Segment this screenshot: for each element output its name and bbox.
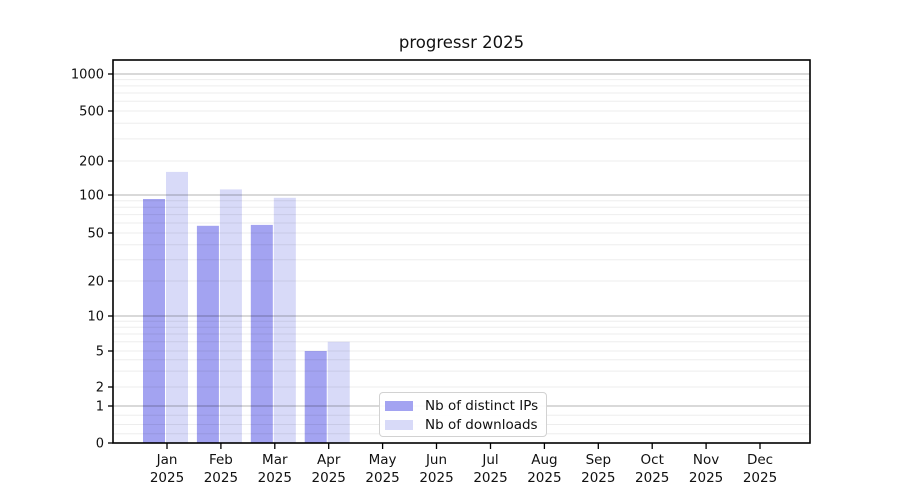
x-tick-label-month: Dec: [747, 452, 773, 468]
y-tick-label: 1000: [71, 68, 104, 83]
x-tick-label-year: 2025: [204, 470, 238, 486]
y-tick-label: 500: [79, 105, 104, 120]
x-tick-label-year: 2025: [473, 470, 507, 486]
x-tick-label-month: Jan: [156, 452, 178, 468]
x-tick-label-month: Oct: [641, 452, 664, 468]
bar-downloads-jan: [166, 171, 188, 443]
x-tick-label-year: 2025: [150, 470, 184, 486]
legend-label-downloads: Nb of downloads: [425, 417, 538, 433]
x-tick-label-month: Jun: [425, 452, 447, 468]
bar-distinct-ips-mar: [250, 224, 273, 443]
y-tick-label: 50: [87, 227, 104, 242]
bar-downloads-mar: [273, 197, 296, 443]
x-tick-label-month: Nov: [693, 452, 719, 468]
x-tick-label-year: 2025: [581, 470, 615, 486]
legend: Nb of distinct IPs Nb of downloads: [379, 392, 547, 437]
x-tick-label-year: 2025: [743, 470, 777, 486]
chart-title: progressr 2025: [398, 33, 525, 52]
y-tick-label: 200: [79, 155, 104, 170]
y-tick-label: 20: [87, 275, 104, 290]
x-tick-label-year: 2025: [635, 470, 669, 486]
x-tick-label-month: Aug: [531, 452, 557, 468]
bar-distinct-ips-jan: [143, 199, 165, 443]
legend-swatch-distinct-ips: [385, 401, 413, 411]
plot-border: [112, 59, 811, 444]
x-tick-label-year: 2025: [527, 470, 561, 486]
x-tick-label-month: Feb: [209, 452, 233, 468]
y-tick-label: 10: [87, 310, 104, 325]
y-tick-label: 0: [96, 437, 104, 452]
y-tick-label: 5: [96, 345, 104, 360]
x-tick-label-month: Apr: [317, 452, 341, 468]
x-tick-label-year: 2025: [312, 470, 346, 486]
legend-item-distinct-ips: Nb of distinct IPs: [385, 397, 540, 415]
x-tick-label-year: 2025: [419, 470, 453, 486]
x-tick-label-month: May: [369, 452, 397, 468]
bar-distinct-ips-apr: [304, 351, 327, 443]
bar-downloads-feb: [219, 189, 242, 443]
x-tick-label-year: 2025: [258, 470, 292, 486]
y-tick-label: 2: [96, 381, 104, 396]
legend-item-downloads: Nb of downloads: [385, 416, 540, 434]
bar-downloads-apr: [327, 341, 350, 443]
y-tick-label: 100: [79, 189, 104, 204]
y-tick-label: 1: [96, 400, 104, 415]
x-tick-label-year: 2025: [365, 470, 399, 486]
x-tick-label-month: Jul: [481, 452, 498, 468]
legend-swatch-downloads: [385, 420, 413, 430]
x-tick-label-month: Mar: [262, 452, 288, 468]
x-tick-label-month: Sep: [586, 452, 611, 468]
legend-label-distinct-ips: Nb of distinct IPs: [425, 398, 539, 414]
x-tick-label-year: 2025: [689, 470, 723, 486]
bar-distinct-ips-feb: [196, 225, 219, 443]
